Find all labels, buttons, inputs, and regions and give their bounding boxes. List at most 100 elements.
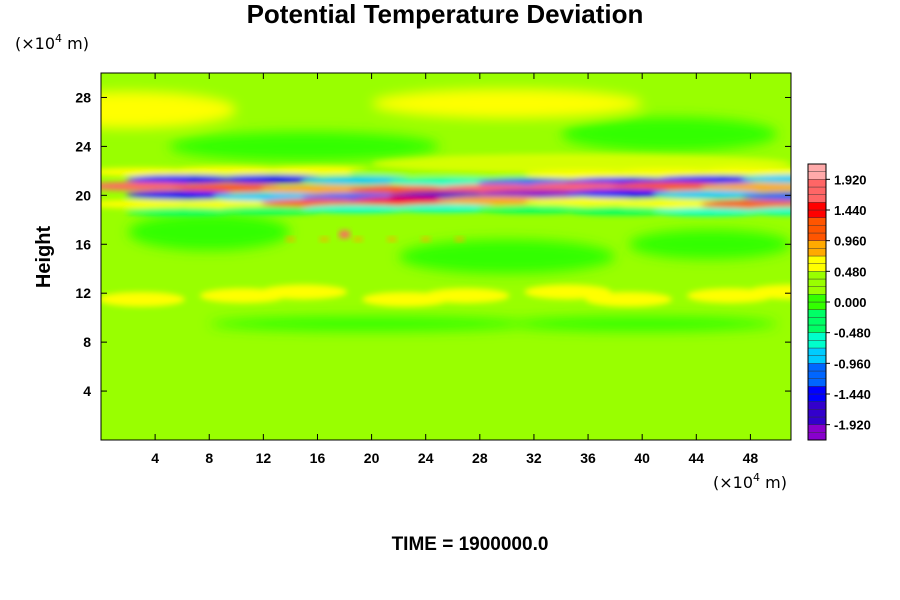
upper-band-blob [213,174,327,184]
field-patch [168,131,440,162]
upper-band-blob [301,204,415,214]
colorbar-segment [807,263,827,272]
x-tick-label: 48 [743,450,759,466]
spot-neighbor [319,237,330,242]
colorbar-label: -0.480 [834,326,871,341]
upper-band-blob [477,204,591,214]
upper-band-blob [653,175,767,184]
colorbar-segment [807,332,827,341]
x-axis-ticks: 4 8 12 16 20 24 28 32 36 40 44 48 [151,73,758,466]
colorbar-segment [807,317,827,326]
upper-band-blob [260,185,375,194]
x-tick-label: 28 [472,450,488,466]
y-axis-ticks: 4 8 12 16 20 24 28 [75,89,791,399]
colorbar-segment [807,194,827,203]
colorbar-segment [807,340,827,349]
x-tick-label: 32 [526,450,542,466]
colorbar-segment [807,240,827,249]
upper-band-blob [213,206,327,215]
upper-band-blob [524,197,639,207]
y-tick-label: 8 [83,334,91,350]
upper-band-blob [612,199,727,208]
y-unit-prefix: (×10 [15,34,55,53]
colorbar-segment [807,416,827,425]
colorbar-segment [807,209,827,218]
colorbar-label: 1.920 [834,172,867,187]
colorbar-segment [807,225,827,234]
spot-neighbor [285,237,296,242]
colorbar-segment [807,324,827,333]
colorbar-segment [807,432,827,441]
upper-band-blob [213,192,327,202]
colorbar-segment [807,171,827,180]
spot-neighbor [386,237,397,242]
chart-title: Potential Temperature Deviation [247,0,644,29]
colorbar-segment [807,309,827,318]
colorbar-labels: 1.920 1.440 0.960 0.480 0.000 -0.480 -0.960 -1.… [826,172,871,433]
upper-band-blob [740,206,791,216]
upper-band-blob [389,203,503,213]
mid-band-blob [585,291,672,307]
mid-band [101,284,791,307]
spot-neighbor [454,237,465,242]
y-unit-exponent: 4 [55,32,62,45]
x-unit-exponent: 4 [753,471,760,484]
colorbar-segment [807,370,827,379]
spot-feature [338,230,351,239]
upper-band-blob [740,174,791,184]
upper-band-blob [172,183,287,193]
y-tick-label: 4 [83,383,91,399]
upper-band-blob [524,182,639,192]
upper-band-blob [565,206,679,216]
upper-band-blob [612,181,727,191]
colorbar-label: 0.960 [834,234,867,249]
y-unit-suffix: m) [62,34,89,53]
plot-frame [100,72,792,441]
colorbar-segment [807,363,827,372]
colorbar-label: 1.440 [834,203,867,218]
x-tick-label: 16 [310,450,326,466]
upper-band-blob [700,200,791,209]
colorbar-segment [807,271,827,280]
x-axis-unit: (×104 m) [713,471,787,492]
field-patch [371,88,643,119]
field-patch [128,213,291,251]
spot-neighbor [420,237,431,242]
field-patch [209,316,534,332]
y-axis-label: Height [33,226,55,289]
upper-band-blob [700,182,791,192]
field-patch [101,91,237,129]
mid-band-blob [423,288,510,303]
upper-band-blob [653,207,767,217]
field-patch [561,117,778,152]
x-unit-suffix: m) [760,473,787,492]
colorbar-segment [807,232,827,241]
time-label: TIME = 1900000.0 [392,534,549,555]
y-tick-label: 16 [75,236,91,252]
colorbar-label: 0.480 [834,264,867,279]
mid-band-blob [260,284,348,300]
colorbar-segment [807,255,827,264]
field-patch [628,229,791,259]
field-variation [101,88,791,332]
upper-band-blob [172,166,287,175]
colorbar-segment [807,409,827,418]
colorbar-segment [807,347,827,356]
colorbar-segment [807,355,827,364]
x-tick-label: 44 [689,450,705,466]
colorbar-segment [807,393,827,402]
colorbar-segment [807,401,827,410]
spot-neighbor [353,237,364,242]
y-tick-label: 24 [75,138,91,154]
colorbar-segment [807,278,827,287]
colorbar-segment [807,301,827,310]
upper-band-blob [477,189,591,199]
y-axis-unit: (×104 m) [15,32,89,53]
colorbar-segment [807,294,827,303]
x-tick-label: 8 [205,450,213,466]
field-patch [506,316,778,332]
upper-band-blob [125,174,239,184]
upper-band-blob [260,166,375,175]
upper-band-blob [301,176,415,185]
